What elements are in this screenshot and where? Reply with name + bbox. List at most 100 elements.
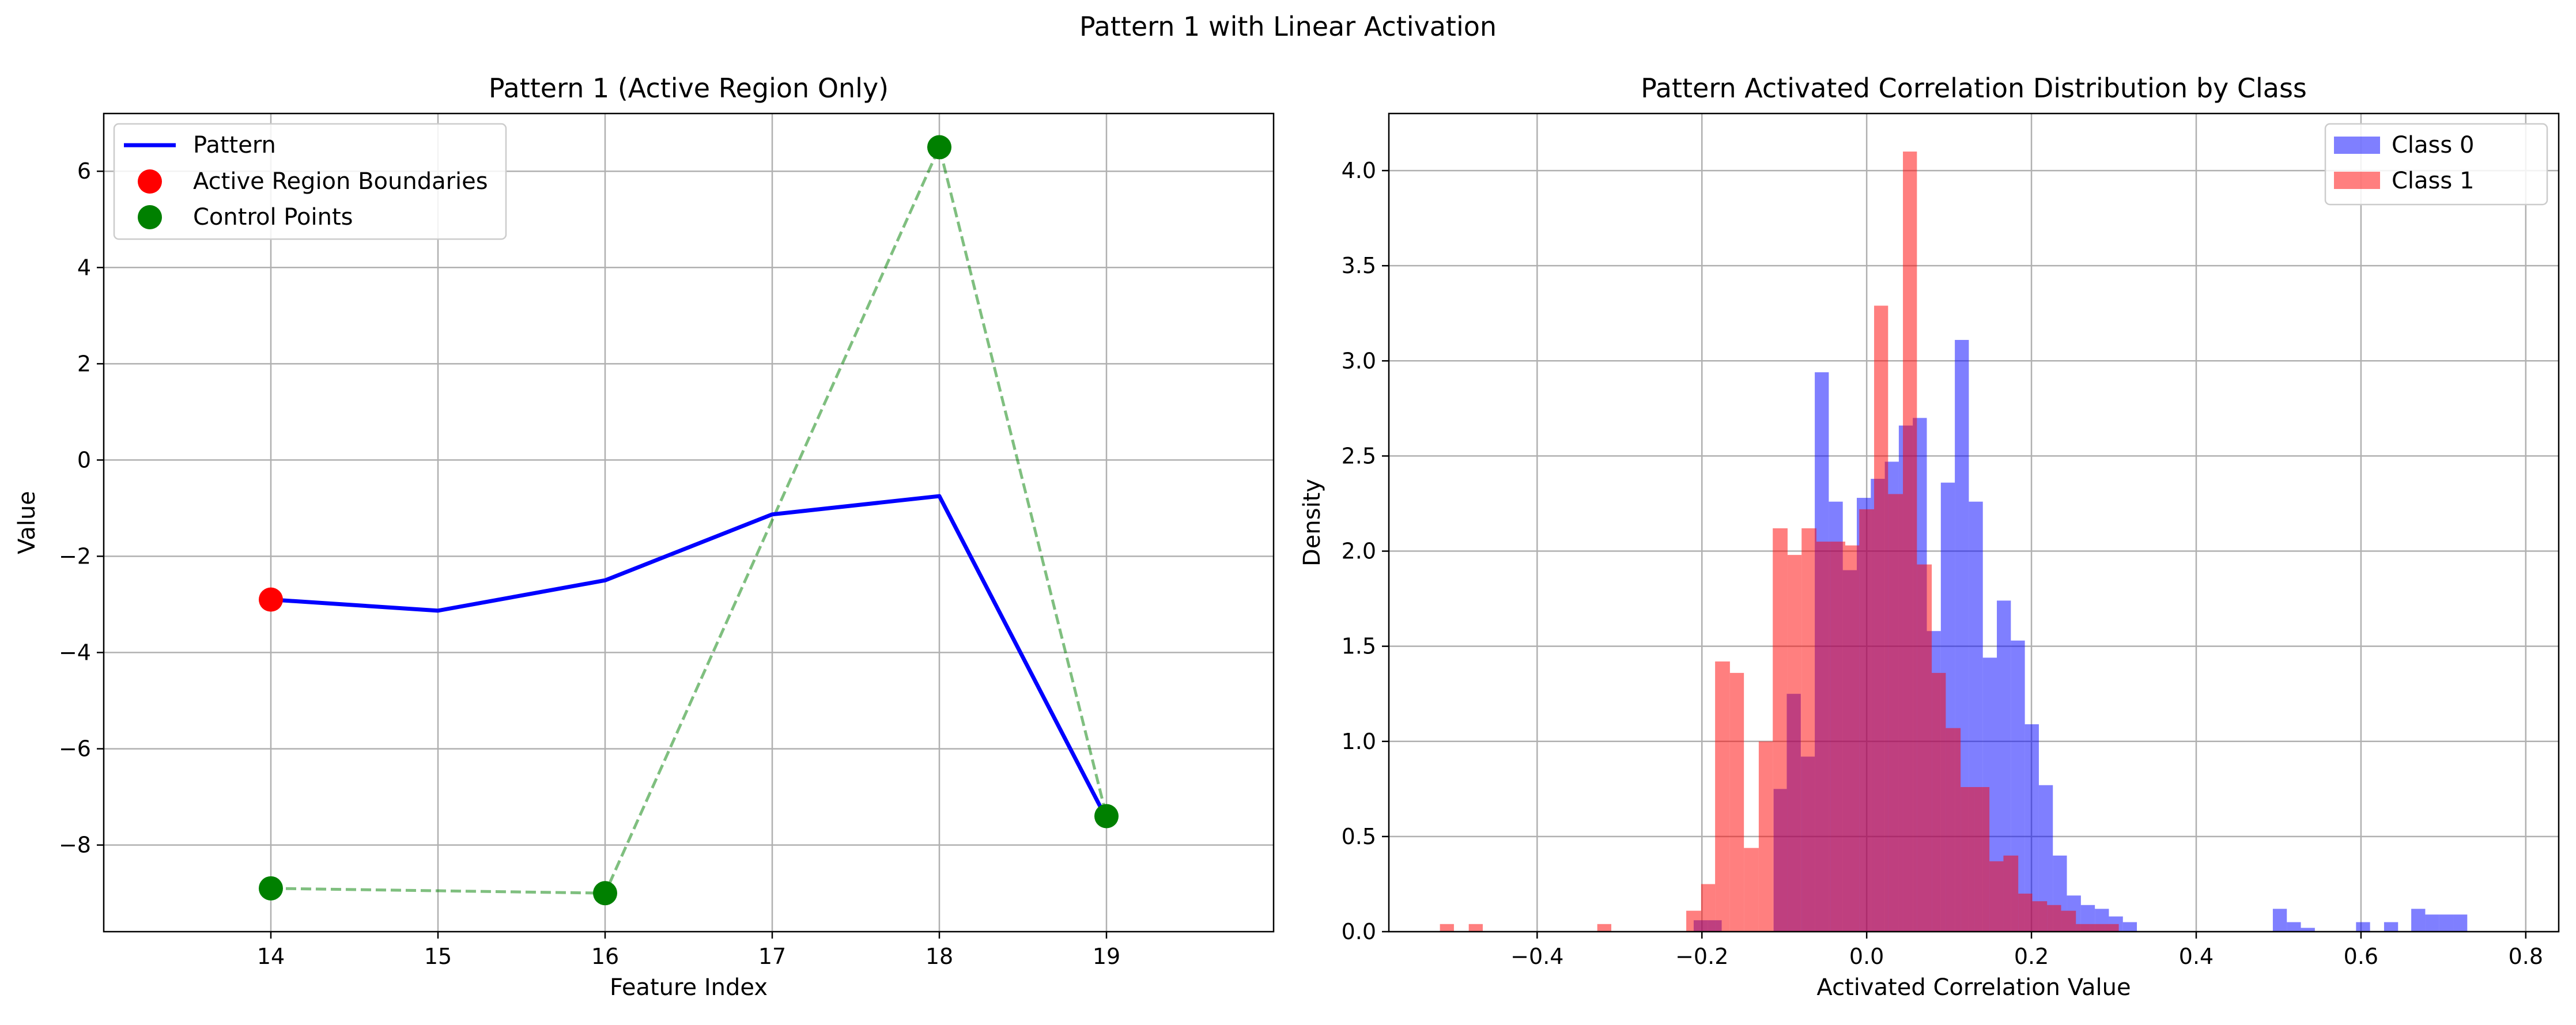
right-xlabel: Activated Correlation Value <box>1816 974 2131 1001</box>
right-title: Pattern Activated Correlation Distributi… <box>1641 73 2307 104</box>
right-xtick-label: 0.2 <box>2014 944 2049 969</box>
right-ytick-label: 3.5 <box>1342 253 1376 278</box>
left-ytick-label: 0 <box>77 447 91 472</box>
class1-bar <box>1729 672 1744 932</box>
active-boundary-point <box>259 587 283 612</box>
left-ylabel: Value <box>14 491 40 554</box>
class1-bar <box>1974 787 1990 932</box>
class1-bar <box>1758 741 1773 932</box>
class1-bar <box>2003 855 2019 932</box>
class1-bar <box>1715 661 1730 932</box>
class1-bar <box>1686 910 1701 932</box>
class1-bar <box>1859 509 1875 932</box>
class1-bar <box>1816 542 1831 932</box>
right-ytick-label: 2.5 <box>1342 443 1376 468</box>
legend-control-points-label: Control Points <box>193 204 353 230</box>
control-point <box>593 881 617 906</box>
right-frame <box>1388 112 2560 933</box>
class1-bars <box>1440 152 2119 932</box>
class1-bar <box>1744 848 1759 932</box>
left-ytick-label: 4 <box>77 255 91 280</box>
class1-bar <box>1874 305 1888 932</box>
class0-bar <box>2425 914 2439 932</box>
left-legend-box <box>113 123 507 240</box>
right-ytick-label: 4.0 <box>1342 158 1376 183</box>
class1-bar <box>1468 924 1483 932</box>
control-point <box>259 876 283 901</box>
left-xtick-label: 14 <box>257 944 285 969</box>
class1-bar <box>1440 924 1454 932</box>
left-ytick-label: −2 <box>59 543 91 569</box>
class0-bar <box>2301 928 2315 932</box>
class1-bar <box>1845 545 1860 932</box>
right-legend: Class 0 Class 1 <box>2324 123 2548 206</box>
right-xtick-label: 0.8 <box>2509 944 2543 969</box>
legend-pattern-label: Pattern <box>193 132 276 158</box>
class0-bar <box>2287 922 2301 932</box>
class1-bar <box>1917 564 1932 932</box>
class1-bar <box>1597 924 1611 932</box>
class0-bar <box>2439 914 2454 932</box>
left-frame <box>103 112 1275 933</box>
right-ytick-label: 0.0 <box>1342 919 1376 944</box>
left-ytick-label: −6 <box>59 736 91 762</box>
pattern-line-chart: 14 15 16 17 18 19 −8 −6 −4 −2 0 2 4 6 Pattern 1 (Activ… <box>14 73 1275 1001</box>
control-points-connector <box>270 142 1108 895</box>
right-ytick-label: 2.0 <box>1342 539 1376 564</box>
class1-bar <box>1946 728 1961 932</box>
pattern-line <box>270 494 1109 820</box>
right-ytick-label: 1.0 <box>1342 729 1376 754</box>
class1-bar <box>2061 910 2076 932</box>
class1-bar <box>1989 861 2004 932</box>
left-xtick-label: 17 <box>758 944 786 969</box>
correlation-histogram-chart: −0.4 −0.2 0.0 0.2 0.4 0.6 0.8 0.0 0.5 1.0 1.5 2.0 2.… <box>1299 73 2560 1001</box>
figure-suptitle: Pattern 1 with Linear Activation <box>1079 11 1497 42</box>
class1-bar <box>2076 924 2090 932</box>
legend-class1-swatch <box>2334 172 2380 189</box>
legend-class0-label: Class 0 <box>2392 132 2474 158</box>
right-ylabel: Density <box>1299 479 1325 566</box>
control-point <box>927 135 951 160</box>
class1-bar <box>1830 542 1845 932</box>
class1-bar <box>2090 924 2105 932</box>
left-xlabel: Feature Index <box>610 974 768 1001</box>
legend-active-boundary-swatch <box>138 169 162 194</box>
legend-active-boundary-label: Active Region Boundaries <box>193 168 488 195</box>
class1-bar <box>2032 901 2048 932</box>
left-ytick-label: −4 <box>59 640 91 665</box>
right-xtick-label: −0.4 <box>1510 944 1563 969</box>
class1-bar <box>2047 905 2061 932</box>
right-xtick-label: −0.2 <box>1675 944 1728 969</box>
legend-control-points-swatch <box>138 205 162 229</box>
class0-bar <box>2356 922 2370 932</box>
class1-bar <box>1888 494 1903 932</box>
left-xtick-label: 18 <box>926 944 953 969</box>
right-ytick-label: 0.5 <box>1342 824 1376 849</box>
right-legend-box <box>2324 123 2548 206</box>
class1-bar <box>1701 884 1716 932</box>
left-ytick-label: 6 <box>77 158 91 184</box>
class0-bar <box>2411 909 2426 932</box>
right-ytick-label: 3.0 <box>1342 348 1376 373</box>
right-ytick-label: 1.5 <box>1342 634 1376 659</box>
class1-bar <box>1932 672 1946 932</box>
right-xtick-label: 0.6 <box>2344 944 2378 969</box>
left-title: Pattern 1 (Active Region Only) <box>489 73 889 104</box>
class1-bar <box>1801 528 1816 932</box>
class1-bar <box>1773 528 1788 932</box>
right-xtick-label: 0.0 <box>1849 944 1884 969</box>
class1-bar <box>1787 555 1802 932</box>
left-xtick-label: 16 <box>591 944 619 969</box>
left-ytick-label: −8 <box>59 833 91 858</box>
class1-bar <box>1961 787 1975 932</box>
class1-bar <box>2018 893 2033 932</box>
class0-bar <box>2453 914 2468 932</box>
left-xtick-label: 15 <box>424 944 452 969</box>
class0-bar <box>2272 909 2287 932</box>
left-legend: Pattern Active Region Boundaries Control P… <box>113 123 507 240</box>
class1-bar <box>1903 152 1917 932</box>
class0-bar <box>2384 922 2399 932</box>
right-xtick-label: 0.4 <box>2179 944 2214 969</box>
left-xtick-label: 19 <box>1093 944 1120 969</box>
